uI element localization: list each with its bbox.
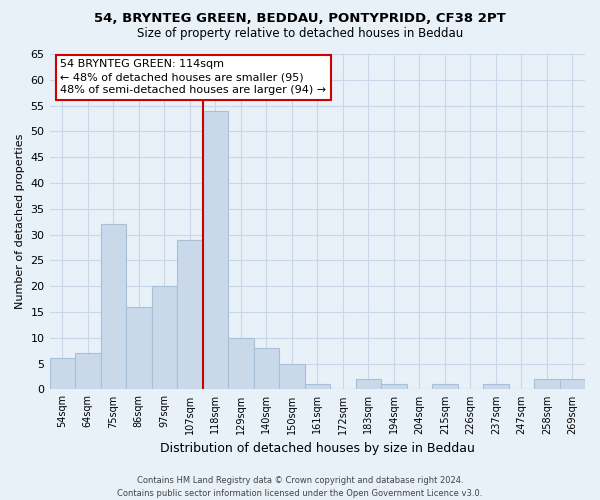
Bar bbox=[203, 111, 228, 390]
Bar bbox=[305, 384, 330, 390]
Text: Contains HM Land Registry data © Crown copyright and database right 2024.
Contai: Contains HM Land Registry data © Crown c… bbox=[118, 476, 482, 498]
Bar bbox=[279, 364, 305, 390]
Bar bbox=[254, 348, 279, 390]
Bar bbox=[560, 379, 585, 390]
Bar bbox=[356, 379, 381, 390]
Bar bbox=[381, 384, 407, 390]
Bar bbox=[177, 240, 203, 390]
Y-axis label: Number of detached properties: Number of detached properties bbox=[15, 134, 25, 310]
Text: Size of property relative to detached houses in Beddau: Size of property relative to detached ho… bbox=[137, 28, 463, 40]
Bar bbox=[126, 307, 152, 390]
Bar bbox=[534, 379, 560, 390]
Text: 54, BRYNTEG GREEN, BEDDAU, PONTYPRIDD, CF38 2PT: 54, BRYNTEG GREEN, BEDDAU, PONTYPRIDD, C… bbox=[94, 12, 506, 26]
Text: 54 BRYNTEG GREEN: 114sqm
← 48% of detached houses are smaller (95)
48% of semi-d: 54 BRYNTEG GREEN: 114sqm ← 48% of detach… bbox=[60, 59, 326, 96]
X-axis label: Distribution of detached houses by size in Beddau: Distribution of detached houses by size … bbox=[160, 442, 475, 455]
Bar bbox=[432, 384, 458, 390]
Bar bbox=[152, 286, 177, 390]
Bar bbox=[228, 338, 254, 390]
Bar bbox=[75, 354, 101, 390]
Bar bbox=[50, 358, 75, 390]
Bar bbox=[483, 384, 509, 390]
Bar bbox=[101, 224, 126, 390]
